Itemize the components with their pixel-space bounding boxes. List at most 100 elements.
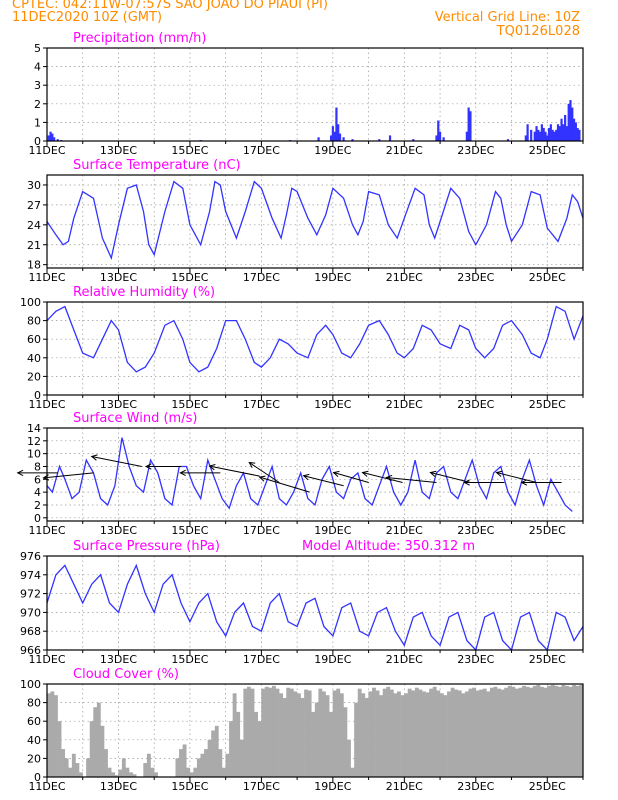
cloud-bar — [454, 689, 459, 777]
x-tick-label: 13DEC — [100, 653, 137, 666]
cloud-bar — [357, 688, 362, 777]
cloud-title: Cloud Cover (%) — [73, 667, 179, 682]
cloud-bar — [579, 684, 584, 777]
precip-bar — [329, 135, 333, 141]
cloud-bar — [529, 687, 534, 777]
temp-frame — [46, 174, 584, 269]
temp-line — [46, 180, 584, 261]
x-tick-label: 19DEC — [314, 144, 351, 157]
precip-bar — [467, 107, 470, 141]
precip-title: Precipitation (mm/h) — [73, 31, 206, 46]
cloud-bar — [75, 763, 80, 777]
cloud-bar — [275, 688, 280, 777]
cloud-bar — [86, 758, 91, 777]
precip-bar — [535, 126, 538, 141]
cloud-bar — [457, 690, 462, 777]
wind-vector-head — [208, 464, 216, 471]
cloud-bar — [107, 767, 112, 777]
precip-bar — [576, 127, 579, 141]
wind-vector-head — [90, 454, 98, 461]
y-tick-label: 12 — [27, 435, 41, 448]
cloud-bar — [93, 707, 98, 777]
wind-vector-head — [16, 469, 24, 477]
cloud-bar — [314, 702, 319, 777]
cloud-bar — [543, 687, 548, 777]
precip-bar — [564, 114, 567, 141]
cloud-bar — [229, 721, 233, 777]
x-tick-label: 17DEC — [243, 144, 280, 157]
y-tick-label: 60 — [27, 333, 41, 346]
cloud-bar — [389, 689, 394, 777]
precip-bar — [553, 131, 556, 141]
cloud-bar — [368, 691, 373, 777]
cloud-bar — [329, 711, 334, 777]
cloud-bar — [186, 767, 191, 777]
cloud-bar — [196, 758, 201, 777]
cloud-bar — [175, 758, 180, 777]
x-tick-label: 25DEC — [529, 524, 566, 537]
cloud-bar — [550, 684, 555, 777]
y-tick-label: 2 — [34, 499, 41, 512]
precip-bar — [51, 133, 54, 141]
precip-bar — [547, 127, 551, 141]
cloud-bar — [468, 688, 473, 777]
cloud-bar — [286, 687, 291, 777]
cloud-frame — [46, 683, 584, 778]
cloud-bar — [225, 753, 230, 777]
x-tick-label: 17DEC — [243, 524, 280, 537]
cloud-bar — [532, 685, 537, 777]
cloud-bar — [511, 686, 516, 777]
wind-vector-head — [248, 461, 256, 468]
precip-bar — [540, 124, 544, 141]
cloud-bar — [179, 749, 183, 777]
cloud-bar — [46, 693, 51, 777]
cloud-bar — [439, 693, 444, 777]
cloud-bar — [71, 753, 76, 777]
y-tick-label: 20 — [27, 752, 41, 765]
cloud-bar — [332, 690, 337, 777]
precip-bar — [530, 129, 533, 141]
cloud-bar — [311, 711, 316, 777]
press-title: Surface Pressure (hPa) — [73, 539, 220, 554]
header-run: 11DEC2020 10Z (GMT) — [12, 10, 163, 25]
cloud-bar — [361, 693, 366, 777]
y-tick-label: 966 — [20, 644, 41, 657]
rh-frame — [46, 301, 584, 396]
cloud-bar — [325, 695, 330, 777]
cloud-bar — [475, 690, 480, 777]
cloud-bar — [411, 690, 416, 777]
cloud-bar — [500, 689, 505, 777]
wind-frame — [46, 427, 584, 522]
rh-panel: 0 20 40 60 80 100 11DEC 13DEC 15DEC 17DEC 19DEC 21D… — [20, 285, 584, 411]
precip-bar — [465, 131, 468, 141]
y-tick-label: 972 — [20, 588, 41, 601]
press-subtitle: Model Altitude: 350.312 m — [302, 539, 475, 554]
cloud-bar — [557, 686, 562, 777]
precip-bar — [556, 124, 560, 141]
x-tick-label: 19DEC — [314, 398, 351, 411]
precip-bar — [524, 135, 527, 141]
cloud-bar — [207, 739, 212, 777]
precip-bar — [551, 129, 554, 141]
precip-bar — [560, 118, 563, 141]
cloud-bar — [111, 772, 116, 777]
x-tick-label: 21DEC — [386, 398, 423, 411]
y-tick-label: 60 — [27, 715, 41, 728]
cloud-bar — [96, 702, 101, 777]
wind-vector-head — [302, 473, 310, 481]
wind-line — [46, 437, 573, 512]
precip-bar — [53, 137, 56, 141]
y-tick-label: 100 — [20, 296, 41, 309]
precip-bar — [56, 139, 59, 141]
x-tick-label: 13DEC — [100, 271, 137, 284]
y-tick-label: 14 — [27, 422, 41, 435]
cloud-bar — [443, 695, 448, 777]
cloud-bar — [382, 688, 387, 777]
precip-bar — [549, 124, 552, 141]
y-tick-label: 80 — [27, 697, 41, 710]
precip-bar — [544, 131, 547, 141]
cloud-bar — [57, 721, 62, 777]
cloud-bar — [522, 685, 526, 777]
x-tick-label: 21DEC — [386, 653, 423, 666]
